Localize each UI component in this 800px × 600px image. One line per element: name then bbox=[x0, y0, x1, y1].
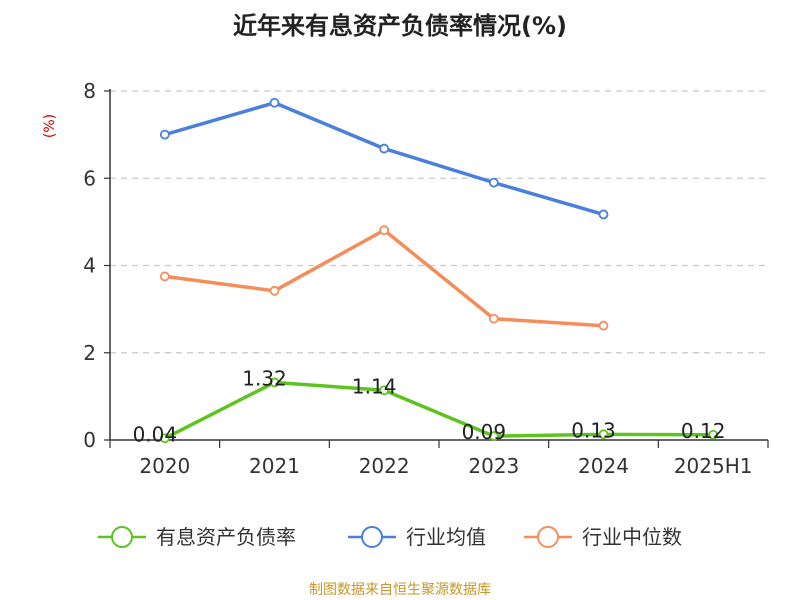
source-note: 制图数据来自恒生聚源数据库 bbox=[309, 582, 491, 598]
y-tick-label: 4 bbox=[83, 254, 96, 278]
legend-item-2: 行业中位数 bbox=[524, 525, 682, 549]
x-tick-label: 2025H1 bbox=[674, 454, 753, 478]
data-label: 1.32 bbox=[242, 366, 287, 390]
legend-marker bbox=[537, 526, 559, 548]
x-tick-label: 2021 bbox=[249, 454, 300, 478]
data-point bbox=[598, 320, 609, 331]
gridlines bbox=[110, 90, 768, 354]
data-label: 0.13 bbox=[571, 418, 616, 442]
legend-label: 行业中位数 bbox=[582, 525, 682, 549]
series-lines bbox=[159, 97, 719, 444]
data-point bbox=[269, 97, 280, 108]
series-0 bbox=[159, 377, 719, 444]
y-tick-label: 2 bbox=[83, 341, 96, 365]
data-point bbox=[379, 385, 390, 396]
legend-item-0: 有息资产负债率 bbox=[98, 525, 296, 549]
legend-label: 有息资产负债率 bbox=[156, 525, 296, 549]
y-axis-label: (%) bbox=[42, 114, 58, 138]
data-labels: 0.04 1.32 1.14 0.09 0.13 0.12 bbox=[133, 366, 726, 446]
data-point bbox=[159, 433, 170, 444]
legend: 有息资产负债率 行业均值 行业中位数 bbox=[98, 525, 682, 549]
legend-item-1: 行业均值 bbox=[348, 525, 486, 549]
x-tick-label: 2022 bbox=[359, 454, 410, 478]
chart-title: 近年来有息资产负债率情况(%) bbox=[233, 12, 567, 40]
data-point bbox=[379, 225, 390, 236]
data-point bbox=[488, 431, 499, 441]
data-point bbox=[159, 271, 170, 282]
data-point bbox=[379, 143, 390, 154]
data-point bbox=[598, 209, 609, 220]
x-tick-label: 2023 bbox=[468, 454, 519, 478]
data-point bbox=[159, 129, 170, 140]
data-label: 1.14 bbox=[352, 374, 397, 398]
series-2 bbox=[159, 225, 609, 331]
data-point bbox=[488, 313, 499, 324]
series-1 bbox=[159, 97, 609, 220]
data-point bbox=[598, 429, 609, 440]
y-tick-label: 8 bbox=[83, 79, 96, 103]
y-tick-label: 0 bbox=[83, 428, 96, 452]
legend-label: 行业均值 bbox=[406, 525, 486, 549]
axes: 0 2 4 6 8 2020 2021 2022 2023 2024 2025H1 bbox=[83, 79, 769, 478]
data-point bbox=[488, 177, 499, 188]
x-tick-label: 2020 bbox=[139, 454, 190, 478]
data-point bbox=[269, 377, 280, 388]
legend-marker bbox=[361, 526, 383, 548]
legend-marker bbox=[111, 526, 133, 548]
x-tick-label: 2024 bbox=[578, 454, 629, 478]
data-point bbox=[708, 429, 719, 440]
data-label: 0.09 bbox=[462, 420, 507, 444]
data-label: 0.12 bbox=[681, 419, 726, 443]
data-label: 0.04 bbox=[133, 422, 178, 446]
series-line bbox=[164, 228, 604, 328]
y-tick-label: 6 bbox=[83, 166, 96, 190]
series-line bbox=[164, 101, 604, 217]
series-line bbox=[164, 380, 714, 440]
data-point bbox=[269, 285, 280, 296]
